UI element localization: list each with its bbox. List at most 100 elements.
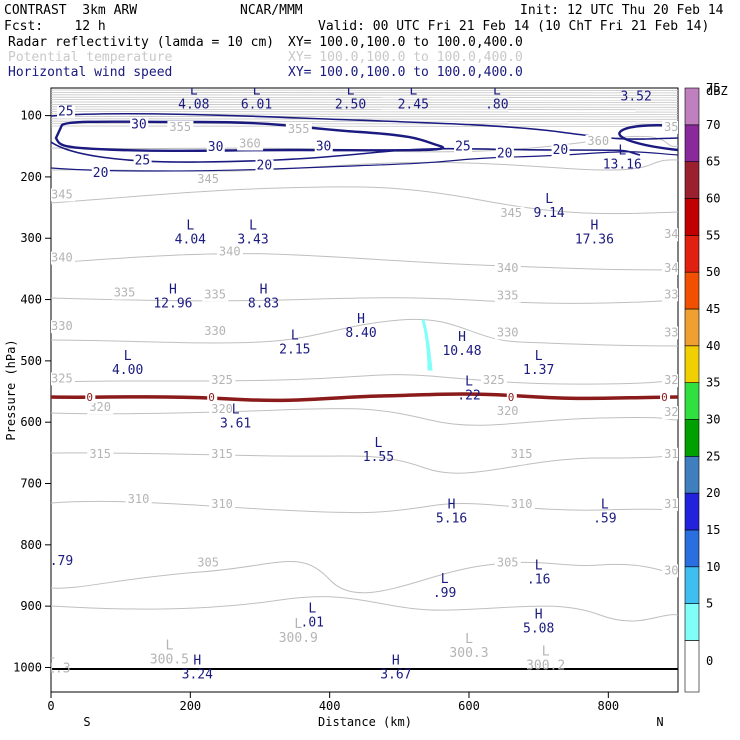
low-marker: L [166, 638, 174, 653]
wind-speed-label: 25 [135, 154, 151, 169]
low-marker: L [441, 572, 449, 587]
colorbar-swatch [684, 271, 700, 310]
colorbar-swatch [684, 198, 700, 236]
theta-label: 355 [664, 120, 686, 134]
low-marker: L [308, 602, 316, 617]
wind-speed-label: 25 [455, 140, 471, 155]
dbz-zero-label: 0 [86, 391, 93, 404]
field-3-xy: XY= 100.0,100.0 to 100.0,400.0 [288, 65, 523, 80]
x-tick-label: 400 [319, 699, 341, 713]
colorbar: 0 5 10 15 20 25 30 35 40 45 50 55 60 65 70 75 [684, 81, 720, 693]
theta-label: 315 [511, 447, 533, 461]
theta-label: 335 [114, 285, 136, 299]
y-tick-label: 500 [20, 354, 42, 368]
low-marker: L [375, 436, 383, 451]
wind-speed-label: 20 [93, 166, 109, 181]
theta-label: 360 [239, 136, 261, 150]
y-tick-label: 900 [20, 599, 42, 613]
valid-time: Valid: 00 UTC Fri 21 Feb 14 (10 ChT Fri … [318, 19, 710, 34]
theta-label-bg [662, 406, 678, 420]
extremum-value: 1.55 [363, 450, 394, 465]
strat-theta-line [51, 89, 678, 91]
extremum-value: 13.16 [603, 157, 642, 172]
theta-label-bg [51, 372, 75, 386]
extremum-value: .22 [457, 389, 480, 404]
theta-label-bg [285, 122, 312, 136]
theta-label-bg [662, 288, 678, 302]
x-tick-label: 200 [179, 699, 201, 713]
theta-contour-302 [51, 596, 678, 622]
theta-label: 325 [483, 373, 505, 387]
theta-label-bg [494, 289, 521, 303]
y-axis-label: Pressure (hPa) [4, 339, 18, 440]
extremum-value: 8.40 [345, 326, 376, 341]
y-tick-label: 800 [20, 538, 42, 552]
theta-contour-310 [51, 500, 678, 514]
theta-label-bg [87, 447, 114, 461]
wind-label-bg [133, 154, 152, 168]
theta-label: 320 [664, 405, 686, 419]
theta-label-bg [494, 261, 521, 275]
theta-label-bg [662, 498, 678, 512]
theta-label: 340 [664, 261, 686, 275]
extremum-value: 300.5 [150, 652, 189, 667]
south-label: S [83, 715, 90, 729]
theta-label-bg [209, 374, 236, 388]
colorbar-label: 20 [706, 486, 720, 500]
wind-speed-label: 30 [316, 140, 332, 155]
wind-contour-30 [54, 120, 444, 153]
theta-label: 310 [511, 497, 533, 511]
extremum-value: 2.45 [398, 97, 429, 112]
y-tick-label: 600 [20, 415, 42, 429]
colorbar-swatch [684, 87, 700, 126]
theta-label: 310 [128, 492, 150, 506]
strat-theta-line [51, 101, 678, 103]
theta-label: 345 [500, 206, 522, 220]
strat-theta-line [51, 106, 678, 108]
low-marker: L [545, 192, 553, 207]
reflectivity-cell [421, 319, 433, 371]
axes: 0 200 400 600 800100200300400500600700800900… [13, 109, 619, 713]
theta-label: 315 [89, 447, 111, 461]
theta-label-bg [662, 120, 678, 134]
y-tick-label: 1000 [13, 660, 42, 674]
extremum-value: 5.16 [436, 511, 467, 526]
low-marker: L [190, 83, 198, 98]
extremum-value: 6.01 [241, 97, 272, 112]
theta-label-bg [494, 326, 521, 340]
field-1-name: Radar reflectivity (lamda = 10 cm) [8, 35, 275, 50]
theta-contour-345 [51, 186, 678, 215]
low-marker: L [186, 218, 194, 233]
colorbar-label: 60 [706, 191, 720, 205]
extremum-value: 12.96 [153, 297, 192, 312]
theta-label-bg [662, 564, 678, 578]
theta-contour-315 [51, 452, 678, 474]
field-3-name: Horizontal wind speed [8, 65, 173, 80]
colorbar-label: 55 [706, 228, 720, 242]
wind-label-bg [91, 166, 110, 180]
theta-label: 305 [497, 555, 519, 569]
theta-label: 320 [211, 402, 233, 416]
high-marker: H [392, 654, 400, 669]
wind-speed-label: 25 [58, 105, 74, 120]
colorbar-label: 70 [706, 118, 720, 132]
theta-label-bg [508, 498, 535, 512]
low-marker: L [465, 632, 473, 647]
wind-contour-20 [51, 151, 678, 172]
extremum-value: 4.00 [112, 363, 143, 378]
forecast-hour: Fcst: 12 h [4, 19, 106, 34]
strat-theta-line [51, 125, 678, 127]
theta-label-bg [125, 493, 152, 507]
wind-speed-label: 20 [257, 159, 273, 174]
low-marker: L [632, 75, 640, 90]
high-marker: H [535, 608, 543, 623]
theta-label: 360 [587, 134, 609, 148]
colorbar-label: 40 [706, 339, 720, 353]
extremum-value: 3.61 [220, 416, 251, 431]
low-marker: L [465, 375, 473, 390]
low-marker: L [124, 349, 132, 364]
theta-label: 355 [288, 122, 310, 136]
extremum-value: 300.3 [449, 646, 488, 661]
theta-label: 340 [51, 251, 73, 265]
theta-label-bg [662, 228, 678, 242]
